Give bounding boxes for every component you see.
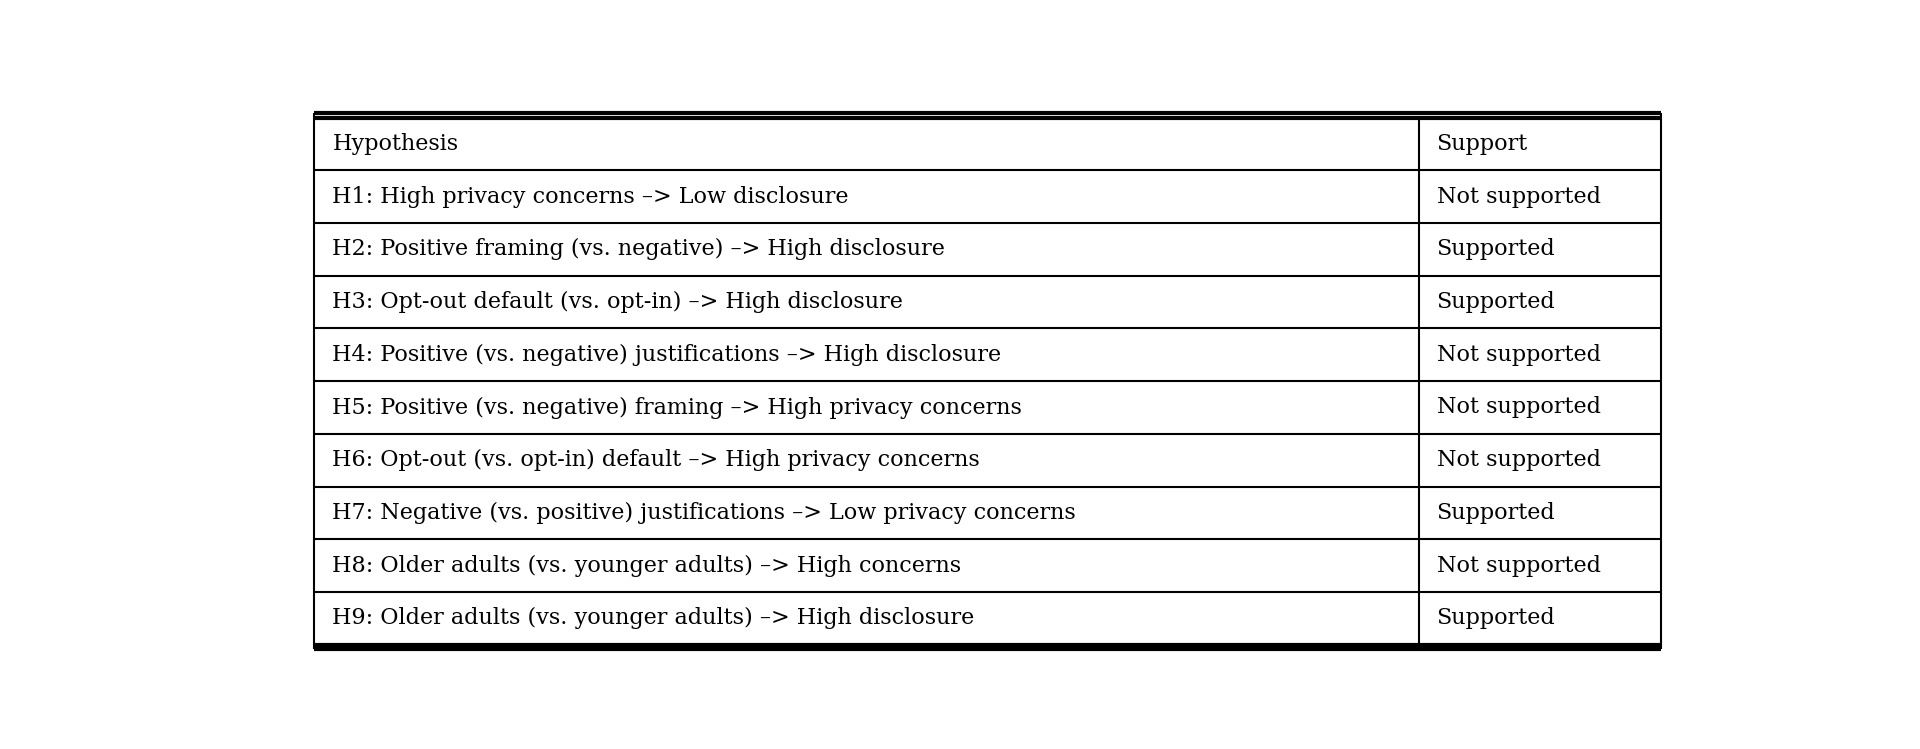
Text: Not supported: Not supported (1436, 186, 1601, 207)
Text: H2: Positive framing (vs. negative) –> High disclosure: H2: Positive framing (vs. negative) –> H… (332, 238, 945, 261)
Text: Not supported: Not supported (1436, 449, 1601, 471)
Text: H9: Older adults (vs. younger adults) –> High disclosure: H9: Older adults (vs. younger adults) –>… (332, 607, 975, 629)
Text: Hypothesis: Hypothesis (332, 133, 459, 155)
Text: Supported: Supported (1436, 291, 1555, 313)
Text: Supported: Supported (1436, 238, 1555, 261)
Text: H1: High privacy concerns –> Low disclosure: H1: High privacy concerns –> Low disclos… (332, 186, 849, 207)
Text: Support: Support (1436, 133, 1528, 155)
Text: Supported: Supported (1436, 502, 1555, 524)
Text: H6: Opt-out (vs. opt-in) default –> High privacy concerns: H6: Opt-out (vs. opt-in) default –> High… (332, 449, 979, 471)
Text: Not supported: Not supported (1436, 344, 1601, 366)
Text: Not supported: Not supported (1436, 554, 1601, 577)
Text: H8: Older adults (vs. younger adults) –> High concerns: H8: Older adults (vs. younger adults) –>… (332, 554, 962, 577)
Text: H5: Positive (vs. negative) framing –> High privacy concerns: H5: Positive (vs. negative) framing –> H… (332, 396, 1021, 419)
Text: Supported: Supported (1436, 607, 1555, 629)
Text: H7: Negative (vs. positive) justifications –> Low privacy concerns: H7: Negative (vs. positive) justificatio… (332, 502, 1075, 524)
Text: Not supported: Not supported (1436, 396, 1601, 419)
Text: H4: Positive (vs. negative) justifications –> High disclosure: H4: Positive (vs. negative) justificatio… (332, 344, 1002, 366)
Text: H3: Opt-out default (vs. opt-in) –> High disclosure: H3: Opt-out default (vs. opt-in) –> High… (332, 291, 902, 313)
